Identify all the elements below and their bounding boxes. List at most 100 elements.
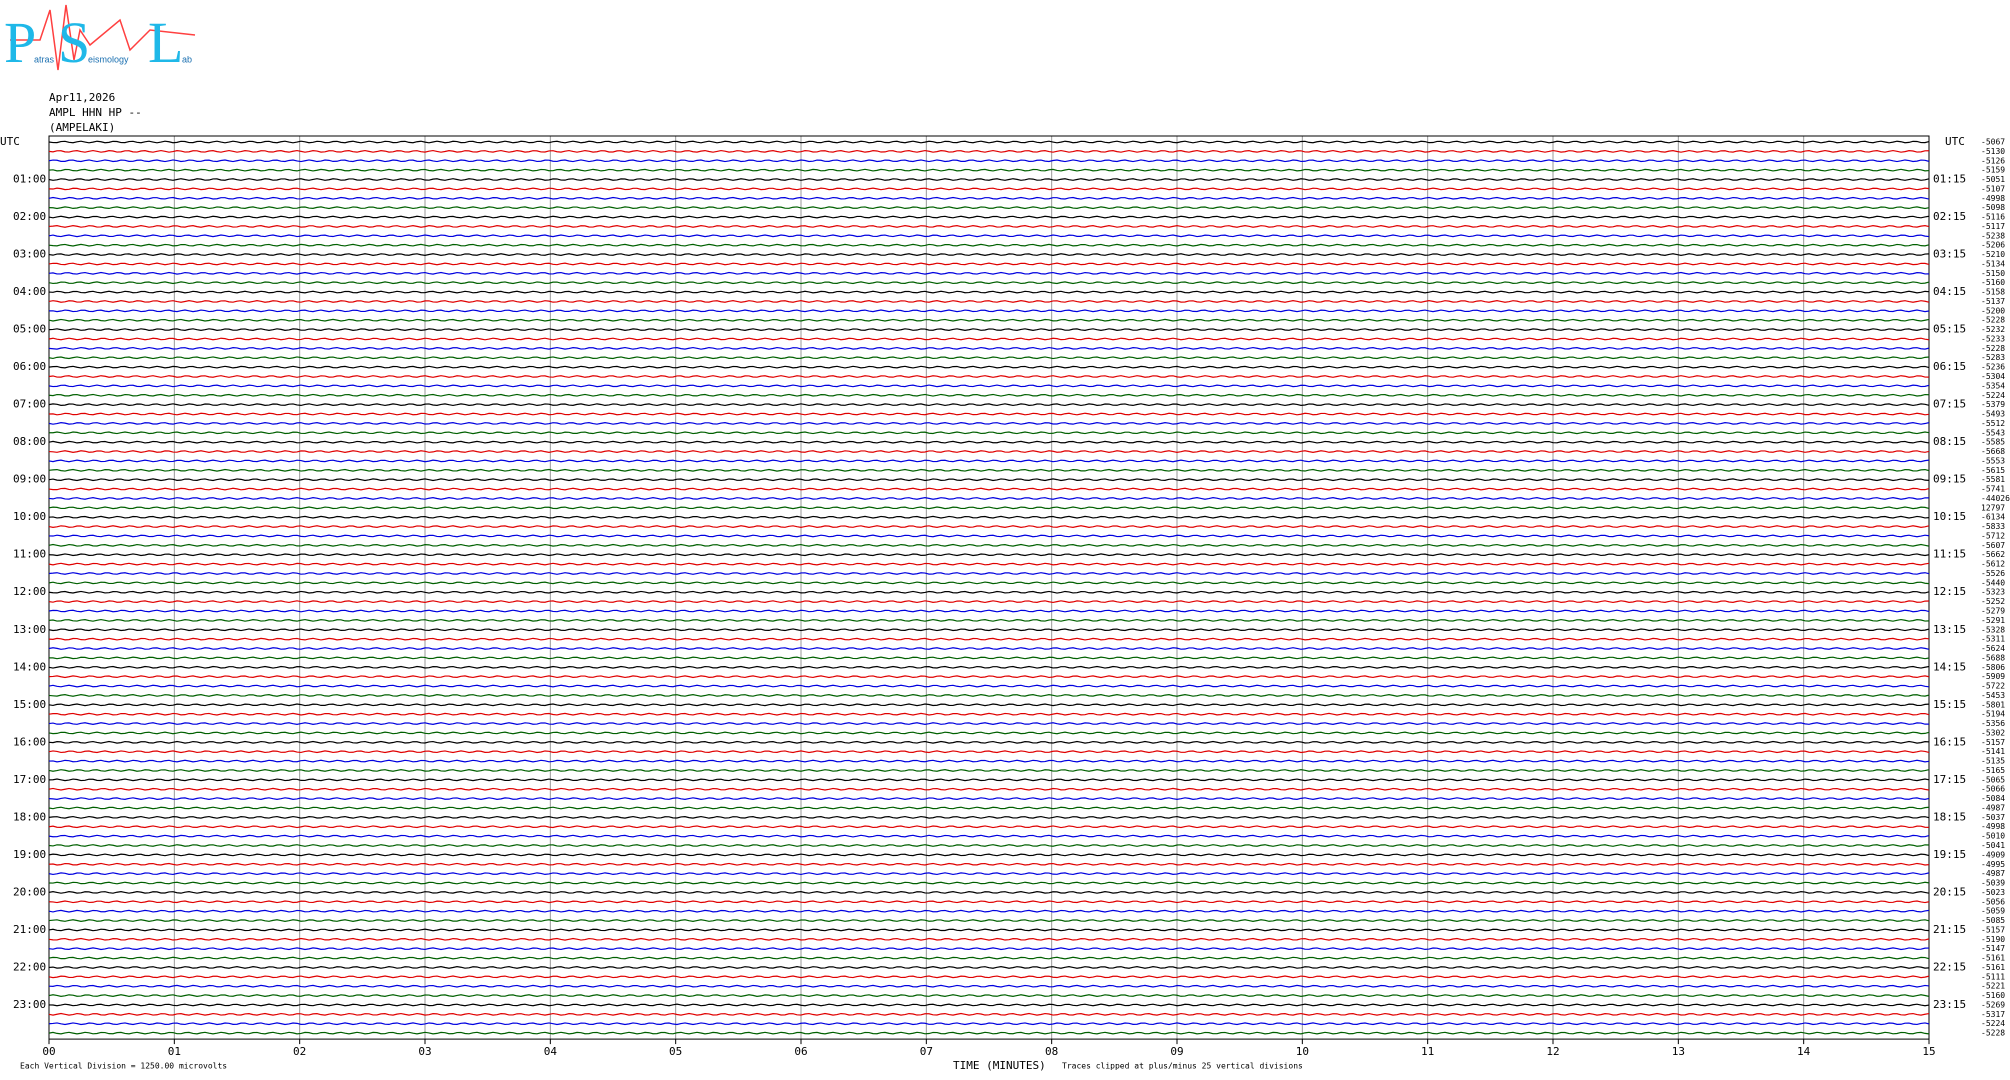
trace <box>48 694 1930 697</box>
x-tick-label: 11 <box>1421 1045 1434 1058</box>
trace <box>48 534 1930 538</box>
trace <box>48 665 1930 669</box>
trace <box>48 290 1930 294</box>
trace-value: -5107 <box>1981 184 2005 193</box>
hour-end-label: 03:15 <box>1933 248 1966 261</box>
trace <box>48 187 1930 191</box>
trace <box>48 234 1930 238</box>
trace-value: -5453 <box>1981 691 2005 700</box>
trace <box>48 919 1930 922</box>
trace-value: -5668 <box>1981 447 2005 456</box>
x-tick-label: 05 <box>669 1045 682 1058</box>
trace-value: -5302 <box>1981 728 2005 737</box>
trace <box>48 337 1930 341</box>
hour-label: 21:00 <box>13 923 46 936</box>
hour-label: 19:00 <box>13 848 46 861</box>
trace <box>48 740 1930 744</box>
trace-value: -5304 <box>1981 372 2005 381</box>
trace <box>48 656 1930 660</box>
hour-end-label: 21:15 <box>1933 923 1966 936</box>
trace-value: -5232 <box>1981 325 2005 334</box>
logo-letter: S <box>58 10 90 75</box>
scale-note: Each Vertical Division = 1250.00 microvo… <box>20 1062 227 1071</box>
trace-value: -5806 <box>1981 663 2005 672</box>
trace <box>48 253 1930 256</box>
hour-end-label: 08:15 <box>1933 435 1966 448</box>
trace <box>48 140 1930 144</box>
trace <box>48 487 1930 491</box>
trace <box>48 844 1930 847</box>
trace-value: -5712 <box>1981 531 2005 540</box>
trace-value: -5722 <box>1981 682 2005 691</box>
trace-value: -5553 <box>1981 456 2005 465</box>
trace <box>48 759 1930 763</box>
trace-value: -5023 <box>1981 888 2005 897</box>
logo-word: eismology <box>88 54 129 64</box>
trace <box>48 384 1930 388</box>
trace <box>48 778 1930 782</box>
plot-frame <box>48 135 1930 1040</box>
trace-value: -5085 <box>1981 916 2005 925</box>
trace <box>48 825 1930 829</box>
right-title: UTC <box>1945 135 1965 148</box>
trace <box>48 675 1930 679</box>
trace <box>48 525 1930 528</box>
trace <box>48 562 1930 566</box>
trace <box>48 712 1930 716</box>
hour-end-label: 07:15 <box>1933 398 1966 411</box>
trace-value: -5238 <box>1981 231 2005 240</box>
trace-value: -5065 <box>1981 775 2005 784</box>
trace-value: -5379 <box>1981 400 2005 409</box>
trace <box>48 149 1930 153</box>
trace-value: -5585 <box>1981 438 2005 447</box>
trace <box>48 412 1930 416</box>
trace <box>48 450 1930 453</box>
trace <box>48 984 1930 988</box>
trace <box>48 900 1930 904</box>
trace-value: 12797 <box>1981 503 2005 512</box>
trace <box>48 731 1930 735</box>
trace <box>48 468 1930 472</box>
trace <box>48 928 1930 932</box>
trace-value: -4998 <box>1981 822 2005 831</box>
trace-value: -5117 <box>1981 222 2005 231</box>
logo: P S L atras eismology ab <box>4 4 196 75</box>
trace-value: -5056 <box>1981 897 2005 906</box>
trace-value: -5126 <box>1981 156 2005 165</box>
trace-value: -5252 <box>1981 597 2005 606</box>
trace <box>48 806 1930 810</box>
trace-value: -5141 <box>1981 747 2005 756</box>
trace-value: -5354 <box>1981 381 2005 390</box>
hour-label: 10:00 <box>13 510 46 523</box>
trace <box>48 168 1930 172</box>
hour-label: 15:00 <box>13 698 46 711</box>
trace-value: -5084 <box>1981 794 2005 803</box>
hour-end-label: 22:15 <box>1933 960 1966 973</box>
trace-value: -6134 <box>1981 513 2005 522</box>
trace-value: -5279 <box>1981 607 2005 616</box>
trace-value: -4987 <box>1981 869 2005 878</box>
trace <box>48 572 1930 575</box>
trace-value: -5526 <box>1981 569 2005 578</box>
trace <box>48 1003 1930 1007</box>
axis-title: TIME (MINUTES) <box>953 1059 1046 1072</box>
hour-end-label: 20:15 <box>1933 885 1966 898</box>
x-tick-label: 02 <box>293 1045 306 1058</box>
trace <box>48 497 1930 500</box>
trace <box>48 215 1930 219</box>
trace-value: -5134 <box>1981 259 2005 268</box>
trace-value: -5581 <box>1981 475 2005 484</box>
trace-value: -5150 <box>1981 269 2005 278</box>
x-tick-label: 01 <box>168 1045 181 1058</box>
trace <box>48 403 1930 407</box>
trace-value: -5224 <box>1981 1019 2005 1028</box>
hour-end-label: 10:15 <box>1933 510 1966 523</box>
trace-value: -5200 <box>1981 306 2005 315</box>
trace-value: -4909 <box>1981 850 2005 859</box>
station: AMPL HHN HP -- <box>49 106 142 119</box>
trace-value: -5291 <box>1981 616 2005 625</box>
trace-value: -5269 <box>1981 1000 2005 1009</box>
trace <box>48 328 1930 332</box>
trace <box>48 966 1930 969</box>
